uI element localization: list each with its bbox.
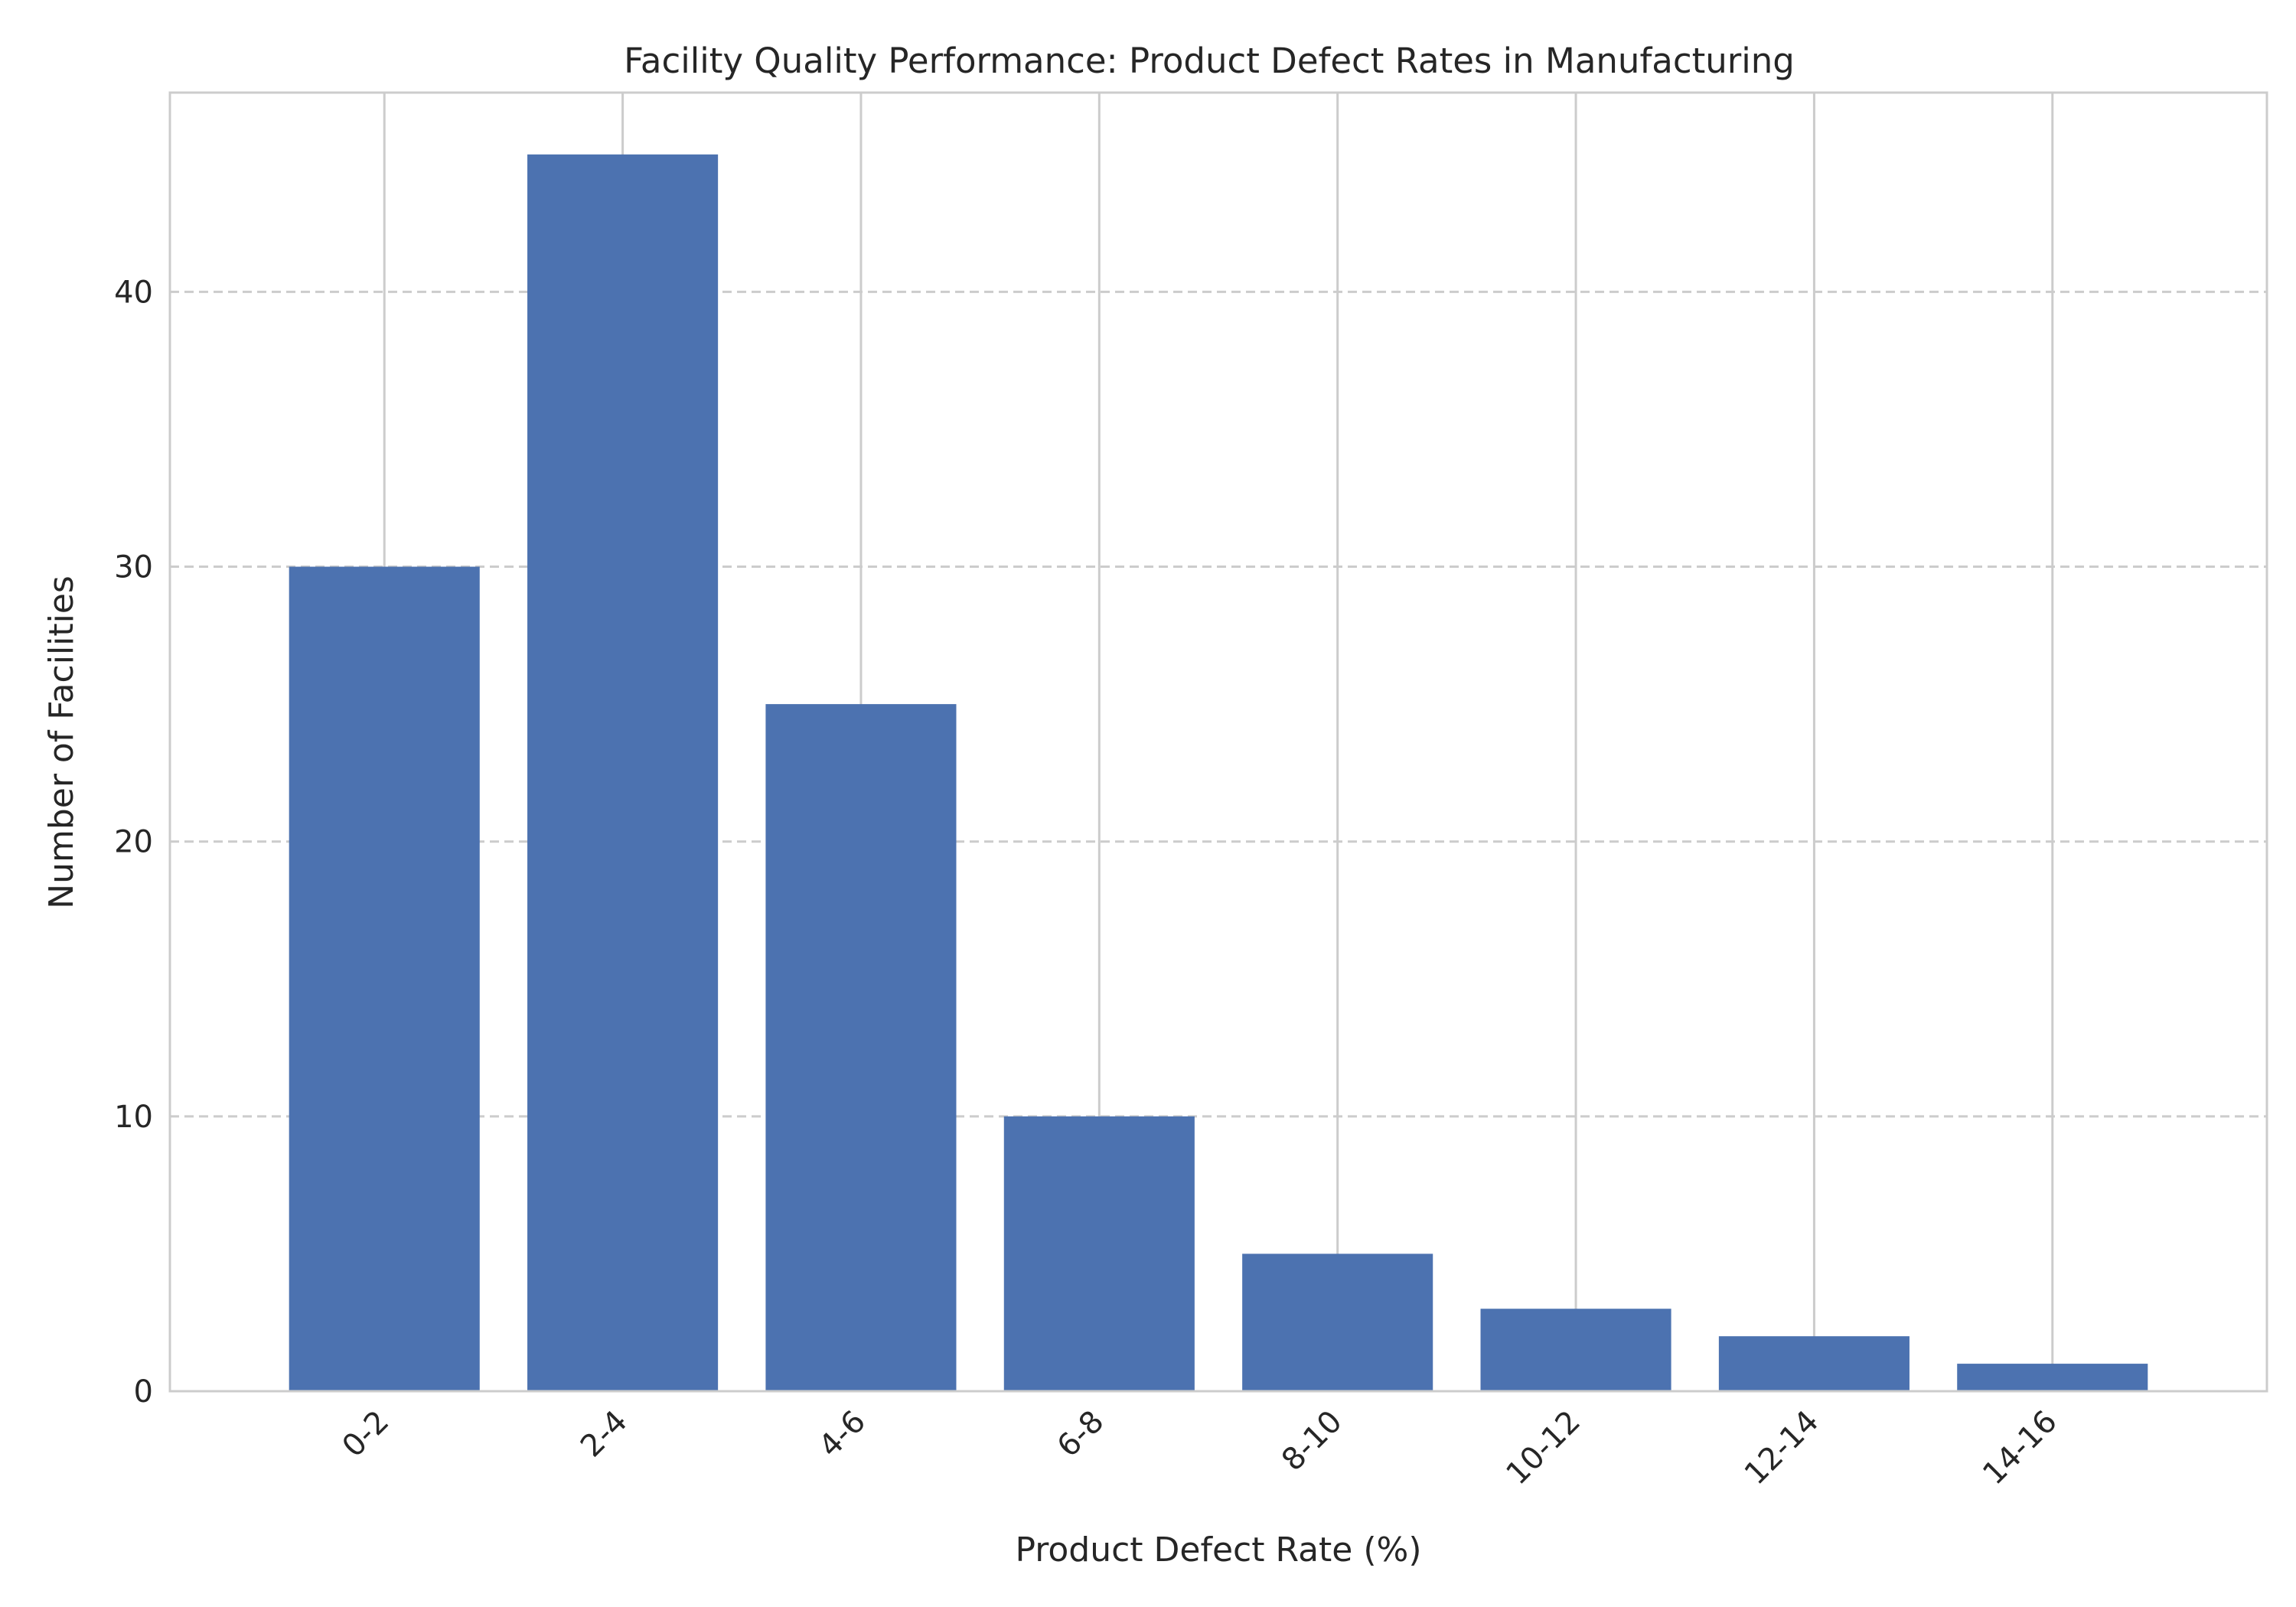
bar-4-6 xyxy=(765,704,957,1391)
y-axis-ticks: 0 10 20 30 40 xyxy=(114,275,153,1410)
plot-frame xyxy=(168,91,2268,1393)
bar-14-16 xyxy=(1957,1364,2148,1391)
x-tick-label: 12-14 xyxy=(1738,1404,1826,1492)
bar-8-10 xyxy=(1242,1253,1433,1391)
y-axis-label: Number of Facilities xyxy=(42,575,81,909)
x-tick-label: 4-6 xyxy=(812,1404,872,1465)
bar-12-14 xyxy=(1718,1336,1910,1391)
x-tick-label: 0-2 xyxy=(336,1404,396,1465)
x-tick-label: 8-10 xyxy=(1275,1404,1349,1478)
grid-layer xyxy=(170,93,2267,1391)
bar-10-12 xyxy=(1480,1309,1671,1391)
bar-2-4 xyxy=(527,154,719,1391)
bar-0-2 xyxy=(289,566,480,1391)
chart-title: Facility Quality Performance: Product De… xyxy=(624,41,1795,81)
y-tick-label: 30 xyxy=(114,550,153,585)
x-axis-label: Product Defect Rate (%) xyxy=(1015,1530,1421,1570)
bars-layer xyxy=(289,154,2148,1391)
y-tick-label: 20 xyxy=(114,825,153,860)
y-tick-label: 0 xyxy=(134,1374,153,1410)
y-tick-label: 10 xyxy=(114,1100,153,1135)
x-tick-label: 14-16 xyxy=(1976,1404,2064,1492)
bar-6-8 xyxy=(1003,1116,1195,1391)
x-tick-label: 2-4 xyxy=(574,1404,634,1465)
y-tick-label: 40 xyxy=(114,275,153,310)
x-tick-label: 10-12 xyxy=(1499,1404,1587,1492)
x-axis-ticks: 0-2 2-4 4-6 6-8 8-10 10-12 12-14 14-16 xyxy=(336,1404,2064,1492)
x-tick-label: 6-8 xyxy=(1051,1404,1111,1465)
